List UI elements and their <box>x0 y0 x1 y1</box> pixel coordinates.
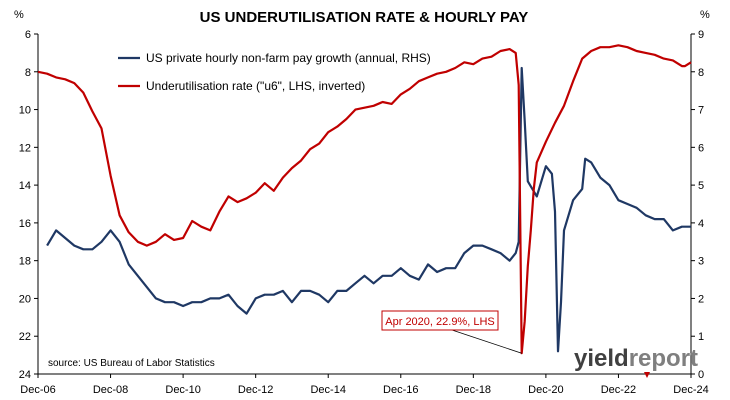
left-axis-ticks: 6 8 10 12 14 16 18 20 22 24 <box>19 29 38 381</box>
left-tick-label: 20 <box>19 293 31 305</box>
right-tick-label: 3 <box>698 256 704 268</box>
series-line-underutilisation <box>37 44 692 355</box>
right-tick-label: 8 <box>698 67 704 79</box>
left-tick-label: 8 <box>25 67 31 79</box>
left-tick-label: 14 <box>19 180 31 192</box>
annotation-leader-line <box>451 329 522 354</box>
x-tick-label: Dec-22 <box>601 384 636 396</box>
series-line-pay-growth <box>46 66 691 353</box>
logo-wordmark: yieldreport <box>574 345 698 372</box>
right-tick-label: 2 <box>698 293 704 305</box>
x-tick-label: Dec-06 <box>20 384 55 396</box>
logo-accent-marker <box>644 372 650 378</box>
x-tick-label: Dec-10 <box>165 384 200 396</box>
right-tick-label: 1 <box>698 331 704 343</box>
right-tick-label: 6 <box>698 142 704 154</box>
source-note: source: US Bureau of Labor Statistics <box>48 358 215 369</box>
left-tick-label: 12 <box>19 142 31 154</box>
left-tick-label: 16 <box>19 218 31 230</box>
right-axis-ticks: 0 1 2 3 4 5 6 7 8 9 <box>691 29 704 381</box>
x-tick-label: Dec-12 <box>238 384 273 396</box>
left-tick-label: 6 <box>25 29 31 41</box>
right-tick-label: 4 <box>698 218 704 230</box>
right-axis-unit-label: % <box>700 9 710 21</box>
annotation: Apr 2020, 22.9%, LHS <box>381 310 522 354</box>
yieldreport-logo: yieldreport <box>574 345 698 378</box>
x-tick-label: Dec-24 <box>673 384 708 396</box>
legend-label-underutilisation: Underutilisation rate ("u6", LHS, invert… <box>146 79 365 93</box>
annotation-box <box>381 310 499 331</box>
annotation-text: Apr 2020, 22.9%, LHS <box>385 316 494 328</box>
left-tick-label: 18 <box>19 256 31 268</box>
left-tick-label: 22 <box>19 331 31 343</box>
x-tick-label: Dec-14 <box>310 384 345 396</box>
left-tick-label: 24 <box>19 369 31 381</box>
legend: US private hourly non-farm pay growth (a… <box>118 51 431 93</box>
x-tick-label: Dec-18 <box>456 384 491 396</box>
x-tick-label: Dec-20 <box>528 384 563 396</box>
legend-label-pay-growth: US private hourly non-farm pay growth (a… <box>146 51 431 65</box>
right-tick-label: 7 <box>698 105 704 117</box>
x-tick-label: Dec-16 <box>383 384 418 396</box>
x-axis-ticks: Dec-06 Dec-08 Dec-10 Dec-12 Dec-14 Dec-16 Dec-… <box>20 374 709 396</box>
right-tick-label: 5 <box>698 180 704 192</box>
right-tick-label: 0 <box>698 369 704 381</box>
right-tick-label: 9 <box>698 29 704 41</box>
series-layer <box>37 44 692 355</box>
left-tick-label: 10 <box>19 105 31 117</box>
chart-title: US UNDERUTILISATION RATE & HOURLY PAY <box>200 9 529 26</box>
left-axis-unit-label: % <box>14 9 24 21</box>
x-tick-label: Dec-08 <box>93 384 128 396</box>
